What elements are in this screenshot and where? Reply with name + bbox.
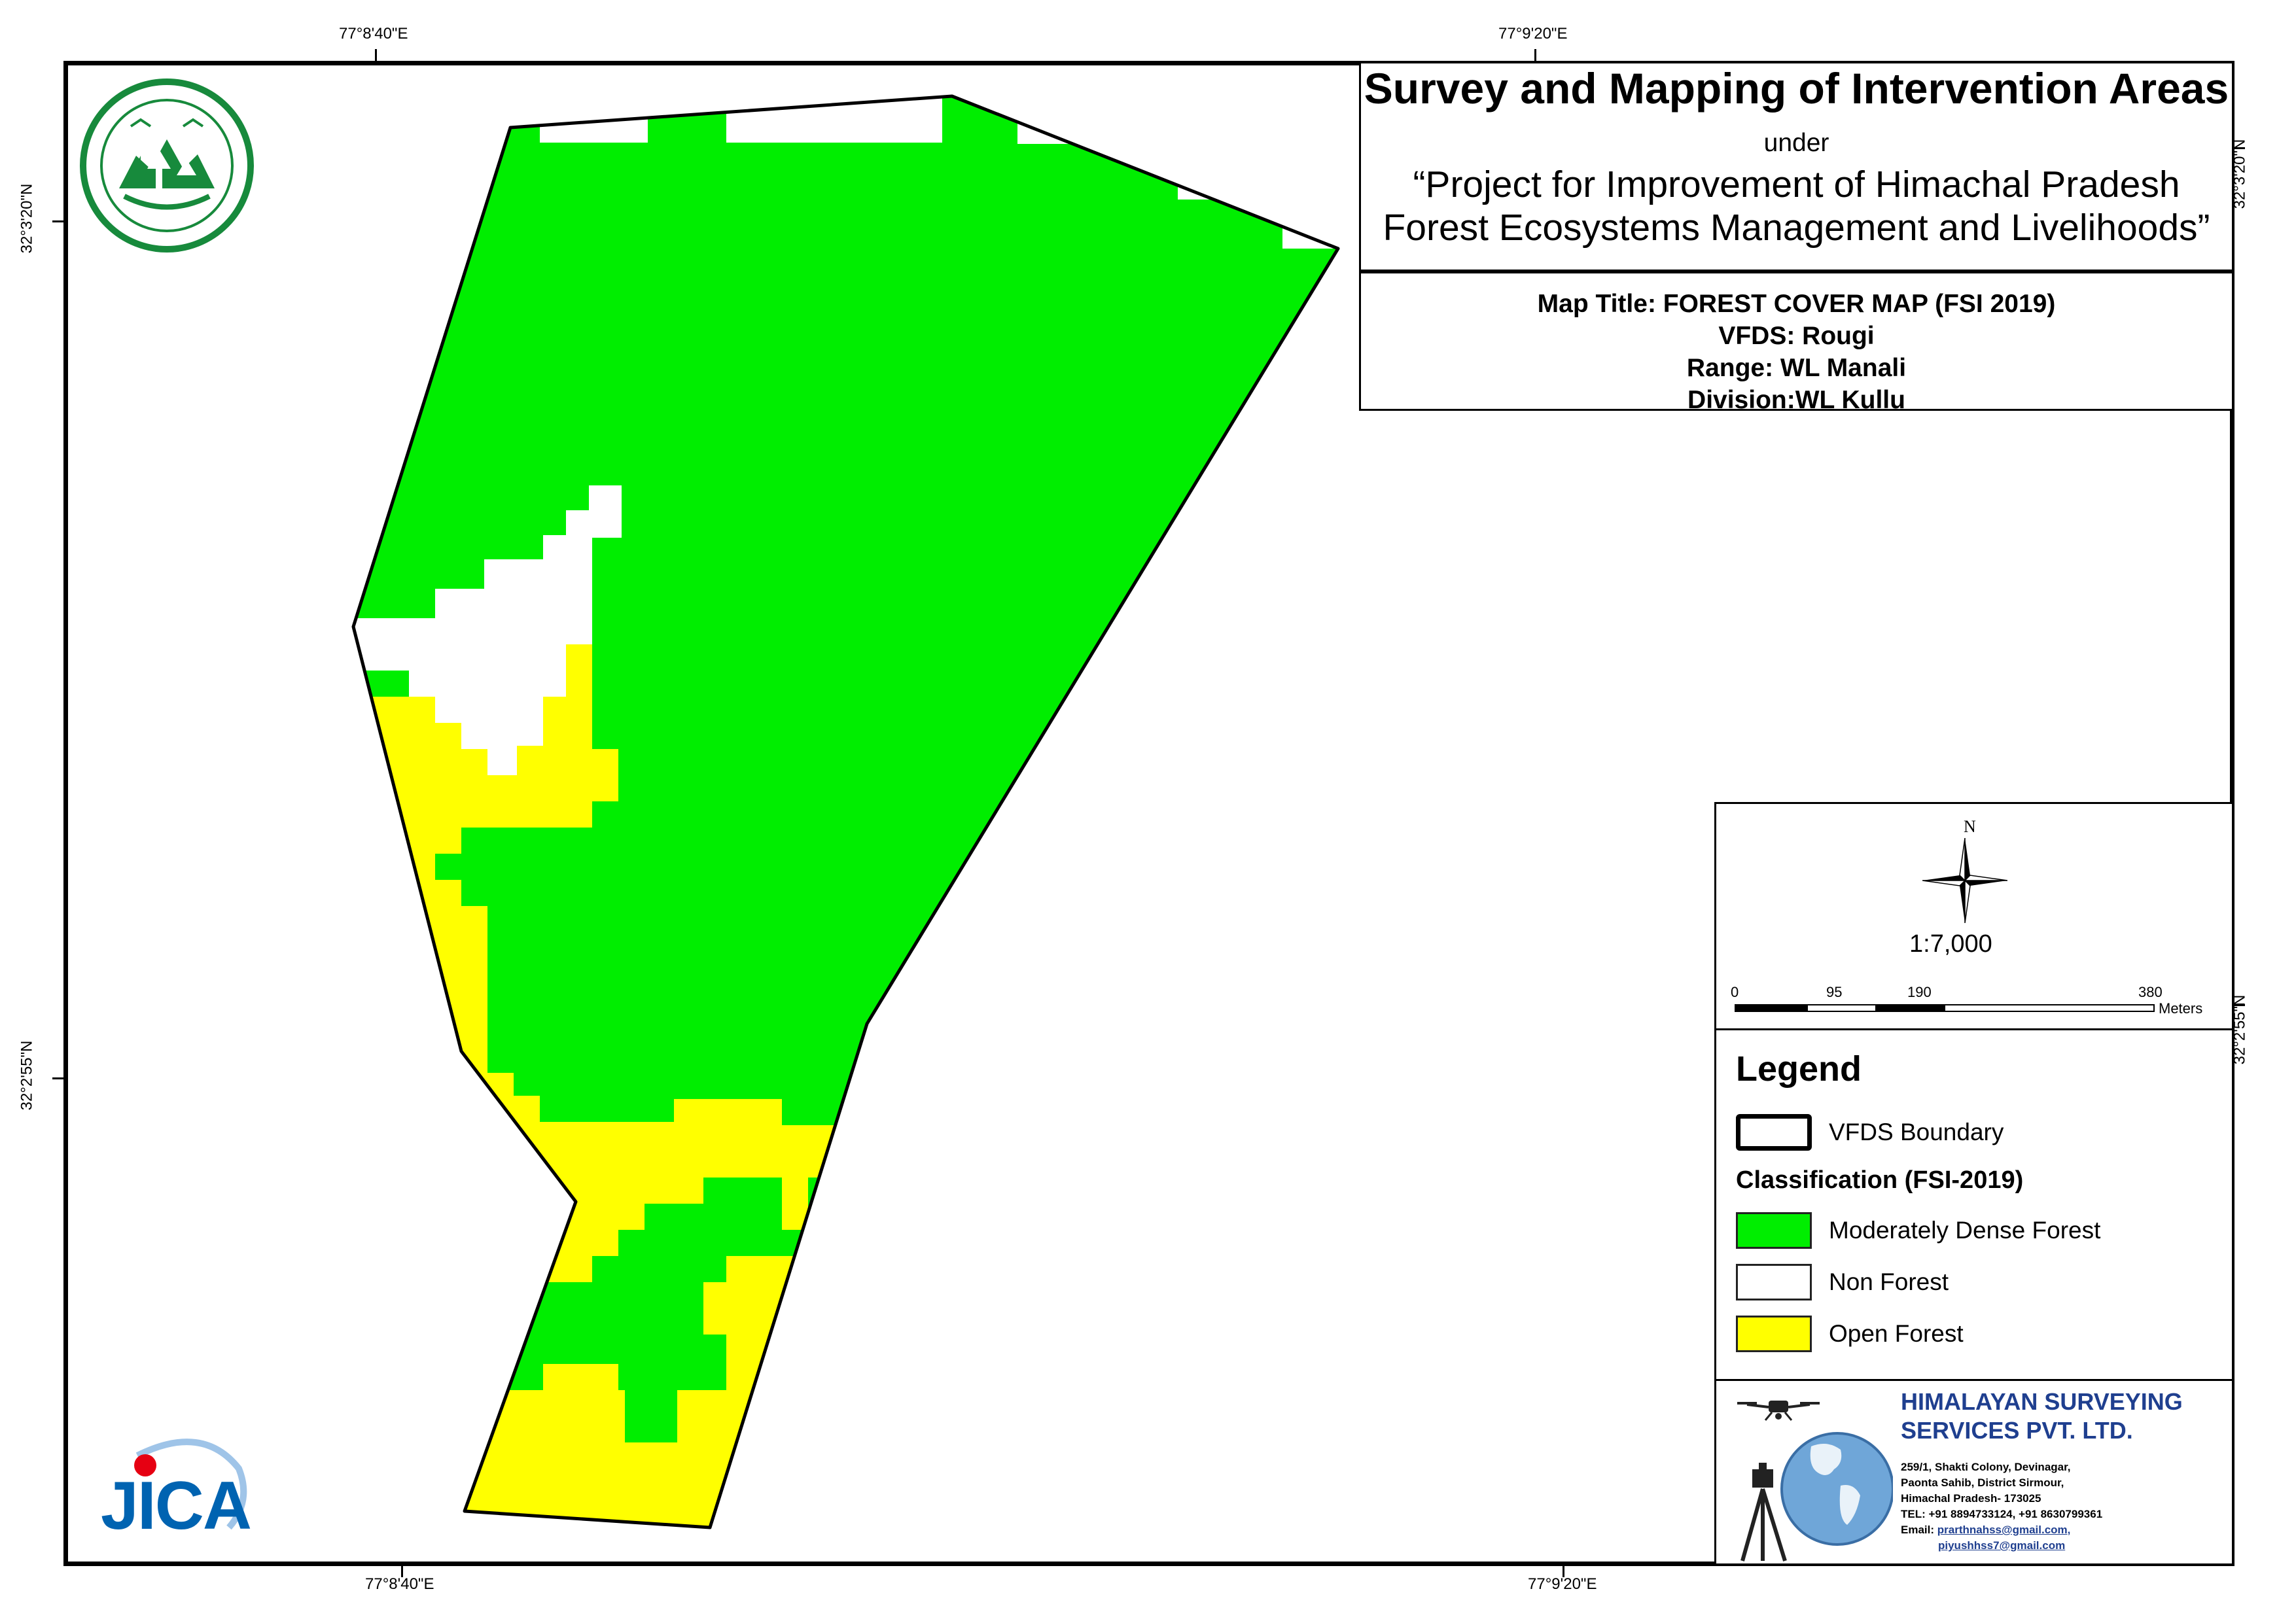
hp-forest-emblem-logo xyxy=(80,79,254,253)
company-address: 259/1, Shakti Colony, Devinagar, Paonta … xyxy=(1901,1459,2102,1554)
moderately-dense-forest-swatch xyxy=(1736,1212,1812,1249)
tick-mark xyxy=(1563,1565,1564,1577)
company-email-row-2: piyushhss7@gmail.com xyxy=(1901,1538,2102,1554)
company-phone: TEL: +91 8894733124, +91 8630799361 xyxy=(1901,1508,2103,1520)
tick-mark xyxy=(401,1565,403,1577)
tick-mark xyxy=(2233,1004,2245,1006)
vfds-boundary-swatch xyxy=(1736,1114,1812,1151)
title-under: under xyxy=(1763,129,1829,157)
map-frame xyxy=(63,61,2234,1566)
company-email-row: Email: prarthnahss@gmail.com, xyxy=(1901,1522,2102,1538)
open-forest-label: Open Forest xyxy=(1829,1320,1964,1347)
north-arrow-icon xyxy=(1922,838,2007,923)
vfds-name: VFDS: Rougi xyxy=(1718,322,1875,350)
vfds-boundary xyxy=(351,94,1340,1529)
moderately-dense-forest-label: Moderately Dense Forest xyxy=(1829,1217,2101,1244)
scale-bar xyxy=(1735,1004,2155,1012)
tick-mark xyxy=(375,49,377,62)
scale-bar-segment xyxy=(1875,1005,1945,1011)
range-name: Range: WL Manali xyxy=(1686,354,1907,382)
legend-panel: N 1:7,000 0 95 190 380 Meters Legend VFD… xyxy=(1714,802,2232,1563)
jica-logo: JICA xyxy=(98,1429,255,1544)
vfds-boundary-label: VFDS Boundary xyxy=(1829,1119,2004,1145)
tick-mark xyxy=(2233,147,2245,149)
coord-bottom-1: 77°8'40"E xyxy=(365,1575,434,1593)
non-forest-label: Non Forest xyxy=(1829,1268,1949,1295)
scale-tick-380: 380 xyxy=(2138,984,2163,1000)
tick-mark xyxy=(52,220,64,222)
map-info-box: Map Title: FOREST COVER MAP (FSI 2019) V… xyxy=(1359,271,2232,414)
coord-top-1: 77°8'40"E xyxy=(339,25,408,43)
company-name-line-1: HIMALAYAN SURVEYING xyxy=(1901,1388,2183,1415)
tick-mark xyxy=(52,1077,64,1079)
legend-section: Legend VFDS Boundary Classification (FSI… xyxy=(1716,1028,2232,1352)
scale-tick-0: 0 xyxy=(1731,984,1739,1000)
open-forest-swatch xyxy=(1736,1316,1812,1352)
main-title: Survey and Mapping of Intervention Areas xyxy=(1364,64,2229,113)
scale-tick-190: 190 xyxy=(1907,984,1932,1000)
jica-arc-icon xyxy=(134,1439,247,1530)
address-line: Himachal Pradesh- 173025 xyxy=(1901,1492,2041,1505)
legend-title: Legend xyxy=(1736,1049,1862,1089)
address-line: 259/1, Shakti Colony, Devinagar, xyxy=(1901,1461,2071,1473)
map-title: Map Title: FOREST COVER MAP (FSI 2019) xyxy=(1537,290,2056,318)
project-title-line-1: “Project for Improvement of Himachal Pra… xyxy=(1413,164,2180,205)
email-link-1[interactable]: prarthnahss@gmail.com, xyxy=(1937,1524,2071,1536)
non-forest-swatch xyxy=(1736,1264,1812,1300)
project-title: “Project for Improvement of Himachal Pra… xyxy=(1361,163,2232,249)
scale-tick-95: 95 xyxy=(1826,984,1843,1000)
company-section: HIMALAYAN SURVEYING SERVICES PVT. LTD. 2… xyxy=(1716,1379,2232,1567)
jica-wordmark: JICA xyxy=(101,1468,252,1544)
address-line: Paonta Sahib, District Sirmour, xyxy=(1901,1476,2064,1489)
moderately-dense-forest-area xyxy=(625,1390,677,1442)
scale-bar-segment xyxy=(1736,1005,1808,1011)
title-box: Survey and Mapping of Intervention Areas… xyxy=(1359,63,2232,271)
company-name: HIMALAYAN SURVEYING SERVICES PVT. LTD. xyxy=(1901,1387,2183,1445)
project-title-line-2: Forest Ecosystems Management and Livelih… xyxy=(1383,207,2210,249)
classification-title: Classification (FSI-2019) xyxy=(1736,1166,2024,1194)
scale-ratio: 1:7,000 xyxy=(1909,930,1992,958)
north-label: N xyxy=(1964,817,1976,836)
tick-mark xyxy=(1534,49,1536,62)
coord-bottom-2: 77°9'20"E xyxy=(1528,1575,1597,1593)
division-name: Division:WL Kullu xyxy=(1687,386,1905,414)
email-link-2[interactable]: piyushhss7@gmail.com xyxy=(1938,1539,2066,1552)
email-label: Email: xyxy=(1901,1524,1935,1536)
surveying-illustration-icon xyxy=(1737,1401,1893,1562)
scale-unit: Meters xyxy=(2159,1000,2203,1017)
coord-top-2: 77°9'20"E xyxy=(1498,25,1568,43)
company-name-line-2: SERVICES PVT. LTD. xyxy=(1901,1417,2133,1444)
